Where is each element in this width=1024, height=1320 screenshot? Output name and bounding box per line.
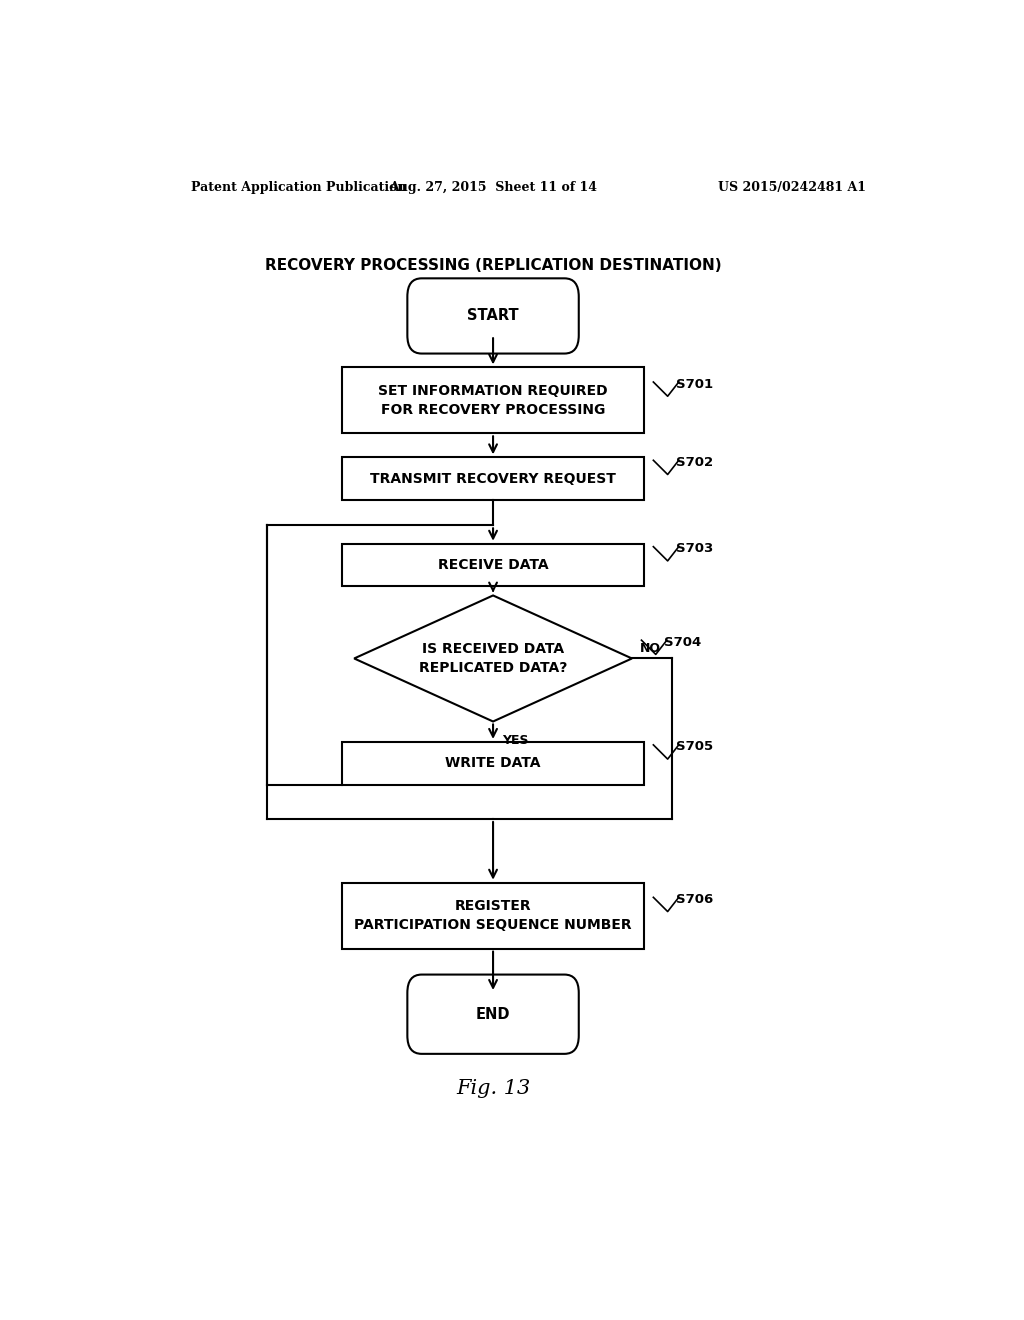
Text: REGISTER
PARTICIPATION SEQUENCE NUMBER: REGISTER PARTICIPATION SEQUENCE NUMBER — [354, 899, 632, 932]
Text: Fig. 13: Fig. 13 — [456, 1078, 530, 1098]
FancyBboxPatch shape — [408, 974, 579, 1053]
Text: START: START — [467, 309, 519, 323]
Text: SET INFORMATION REQUIRED
FOR RECOVERY PROCESSING: SET INFORMATION REQUIRED FOR RECOVERY PR… — [378, 384, 608, 417]
Text: YES: YES — [503, 734, 529, 747]
Text: S704: S704 — [664, 636, 701, 648]
Text: S703: S703 — [676, 543, 713, 556]
FancyBboxPatch shape — [408, 279, 579, 354]
Bar — [342, 883, 644, 949]
Bar — [342, 457, 644, 500]
Text: WRITE DATA: WRITE DATA — [445, 756, 541, 770]
Bar — [342, 544, 644, 586]
Text: S701: S701 — [676, 378, 713, 391]
Bar — [342, 742, 644, 784]
Text: Patent Application Publication: Patent Application Publication — [191, 181, 407, 194]
Text: RECOVERY PROCESSING (REPLICATION DESTINATION): RECOVERY PROCESSING (REPLICATION DESTINA… — [265, 257, 721, 273]
Bar — [342, 367, 644, 433]
Text: NO: NO — [640, 642, 660, 655]
Text: S705: S705 — [676, 741, 713, 754]
Text: S706: S706 — [676, 892, 713, 906]
Text: Aug. 27, 2015  Sheet 11 of 14: Aug. 27, 2015 Sheet 11 of 14 — [389, 181, 597, 194]
Text: S702: S702 — [676, 455, 713, 469]
Polygon shape — [354, 595, 632, 722]
Text: TRANSMIT RECOVERY REQUEST: TRANSMIT RECOVERY REQUEST — [370, 471, 616, 486]
Text: US 2015/0242481 A1: US 2015/0242481 A1 — [718, 181, 866, 194]
Text: RECEIVE DATA: RECEIVE DATA — [437, 558, 549, 572]
Text: IS RECEIVED DATA
REPLICATED DATA?: IS RECEIVED DATA REPLICATED DATA? — [419, 643, 567, 675]
Text: END: END — [476, 1007, 510, 1022]
